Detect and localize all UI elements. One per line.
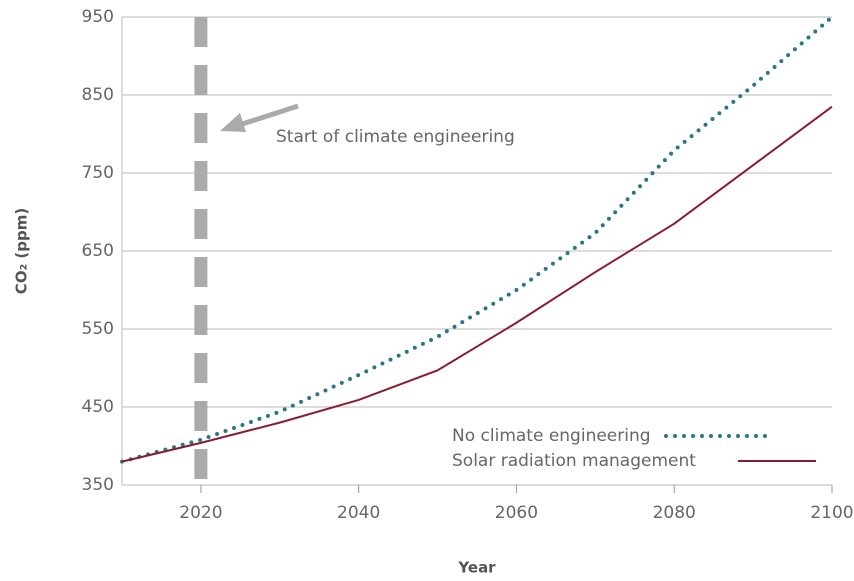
y-tick-label: 850 — [82, 85, 114, 105]
legend-label: Solar radiation management — [452, 451, 696, 471]
y-tick-label: 350 — [82, 475, 114, 495]
x-tick-label: 2060 — [495, 503, 538, 523]
legend-label: No climate engineering — [452, 426, 651, 446]
series-line — [120, 15, 834, 464]
y-tick-label: 750 — [82, 163, 114, 183]
arrow-head — [220, 113, 246, 132]
x-tick-label: 2100 — [810, 503, 853, 523]
annotation: Start of climate engineering — [276, 127, 515, 147]
y-axis-title: CO₂ (ppm) — [13, 208, 31, 294]
arrow-shaft — [235, 103, 299, 129]
y-tick-label: 450 — [82, 397, 114, 417]
y-tick-label: 950 — [82, 7, 114, 27]
y-tick-label: 550 — [82, 319, 114, 339]
x-axis-title: Year — [457, 559, 496, 577]
series-line — [121, 105, 833, 463]
y-tick-label: 650 — [82, 241, 114, 261]
x-tick-label: 2020 — [179, 503, 222, 523]
x-tick-label: 2080 — [653, 503, 696, 523]
x-tick-label: 2040 — [337, 503, 380, 523]
